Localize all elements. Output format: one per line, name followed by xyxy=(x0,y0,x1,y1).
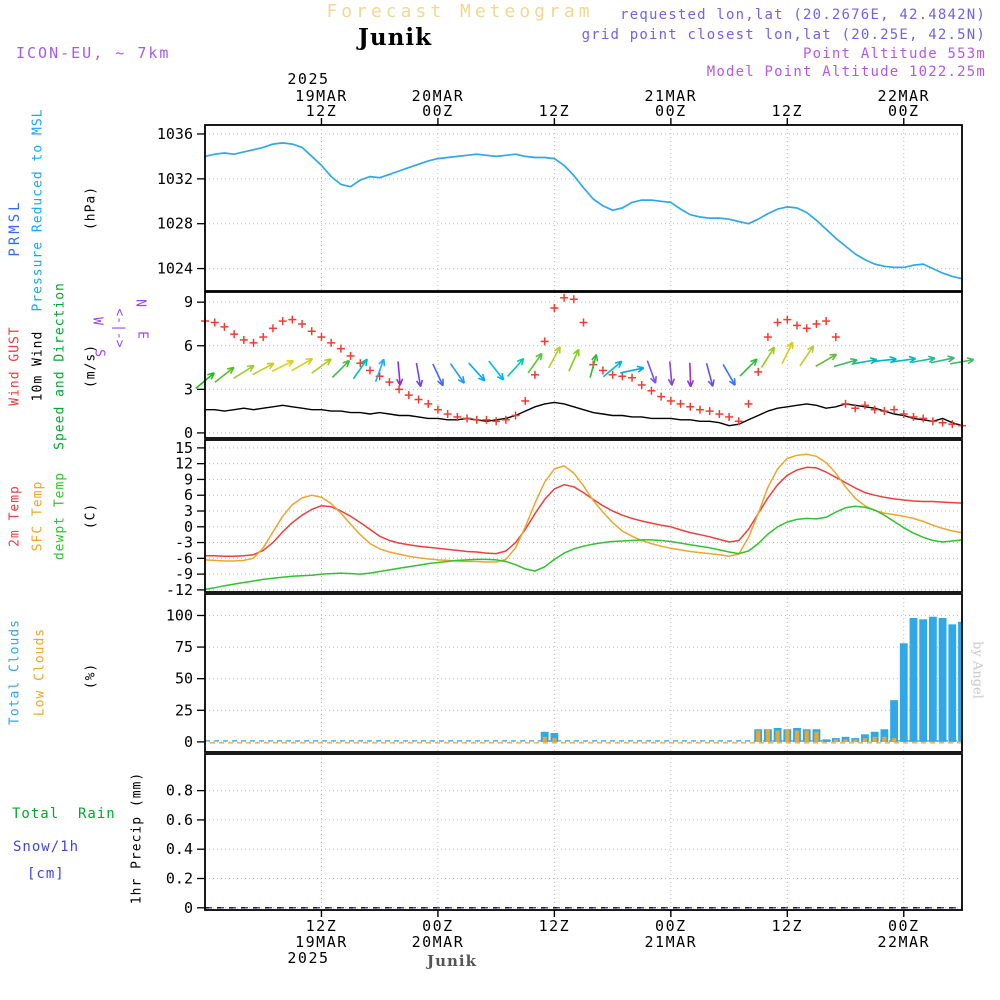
watermark: by Angel xyxy=(969,641,985,699)
clouds-panel: 0 25 50 75 100 xyxy=(166,593,963,753)
y-tick-label: -6 xyxy=(175,549,193,567)
y-tick-label: 0 xyxy=(184,518,193,536)
time-tick-label: 00Z xyxy=(655,102,687,120)
time-tick-label: 21MAR xyxy=(645,87,698,105)
total-rain-label: Total Rain xyxy=(12,806,116,822)
time-tick-label: 19MAR xyxy=(295,933,348,951)
page-title: Forecast Meteogram xyxy=(326,1,594,22)
time-tick-label: 00Z xyxy=(655,917,687,935)
footer-station-name: Junik xyxy=(427,952,477,970)
y-tick-label: 50 xyxy=(175,670,193,688)
time-tick-label: 12Z xyxy=(539,917,571,935)
y-tick-label: 9 xyxy=(184,293,193,311)
time-tick-label: 2025 xyxy=(287,949,329,967)
time-tick-label: 19MAR xyxy=(295,87,348,105)
y-tick-label: 0.4 xyxy=(166,840,193,858)
time-tick-label: 00Z xyxy=(888,917,920,935)
y-tick-label: -3 xyxy=(175,534,193,552)
y-tick-label: 0 xyxy=(184,733,193,751)
y-tick-label: 3 xyxy=(184,380,193,398)
model-point-altitude: Model Point Altitude 1022.25m xyxy=(706,64,986,80)
time-tick-label: 20MAR xyxy=(412,87,465,105)
requested-coords: requested lon,lat (20.2676E, 42.4842N) xyxy=(620,7,986,23)
precip-panel: 0 0.2 0.4 0.6 0.8 xyxy=(166,753,963,917)
y-tick-label: 3 xyxy=(184,502,193,520)
time-tick-label: 22MAR xyxy=(877,87,930,105)
y-tick-label: 0.8 xyxy=(166,782,193,800)
y-tick-label: -12 xyxy=(166,581,193,599)
pressure-panel: 1024 1028 1032 1036 xyxy=(157,124,963,292)
station-name: Junik xyxy=(358,24,432,51)
time-tick-label: 2025 xyxy=(287,70,329,88)
time-tick-label: 12Z xyxy=(772,102,804,120)
time-tick-label: 12Z xyxy=(306,917,338,935)
time-tick-label: 00Z xyxy=(888,102,920,120)
y-tick-label: 12 xyxy=(175,455,193,473)
y-tick-label: 1036 xyxy=(157,125,193,143)
y-tick-label: 25 xyxy=(175,701,193,719)
y-tick-label: -9 xyxy=(175,565,193,583)
y-tick-label: 15 xyxy=(175,439,193,457)
model-label: ICON-EU, ~ 7km xyxy=(16,44,171,62)
time-tick-label: 12Z xyxy=(539,102,571,120)
y-tick-label: 1028 xyxy=(157,215,193,233)
y-tick-label: 6 xyxy=(184,337,193,355)
wind-panel: 0 3 6 9 xyxy=(184,291,975,442)
time-tick-label: 00Z xyxy=(422,917,454,935)
grid-point-coords: grid point closest lon,lat (20.25E, 42.5… xyxy=(581,27,986,43)
y-tick-label: 1032 xyxy=(157,170,193,188)
snow-label: Snow/1h xyxy=(13,839,80,855)
y-tick-label: 0.2 xyxy=(166,870,193,888)
time-tick-label: 22MAR xyxy=(877,933,930,951)
y-tick-label: 1024 xyxy=(157,260,193,278)
point-altitude: Point Altitude 553m xyxy=(803,46,986,62)
time-tick-label: 12Z xyxy=(772,917,804,935)
y-tick-label: 0 xyxy=(184,424,193,442)
y-tick-label: 9 xyxy=(184,470,193,488)
time-tick-label: 00Z xyxy=(422,102,454,120)
y-tick-label: 75 xyxy=(175,638,193,656)
y-tick-label: 6 xyxy=(184,486,193,504)
y-tick-label: 100 xyxy=(166,606,193,624)
snow-unit-label: [cm] xyxy=(27,866,65,882)
time-tick-label: 12Z xyxy=(306,102,338,120)
y-tick-label: 0 xyxy=(184,899,193,917)
time-tick-label: 21MAR xyxy=(645,933,698,951)
y-tick-label: 0.6 xyxy=(166,811,193,829)
time-tick-label: 20MAR xyxy=(412,933,465,951)
